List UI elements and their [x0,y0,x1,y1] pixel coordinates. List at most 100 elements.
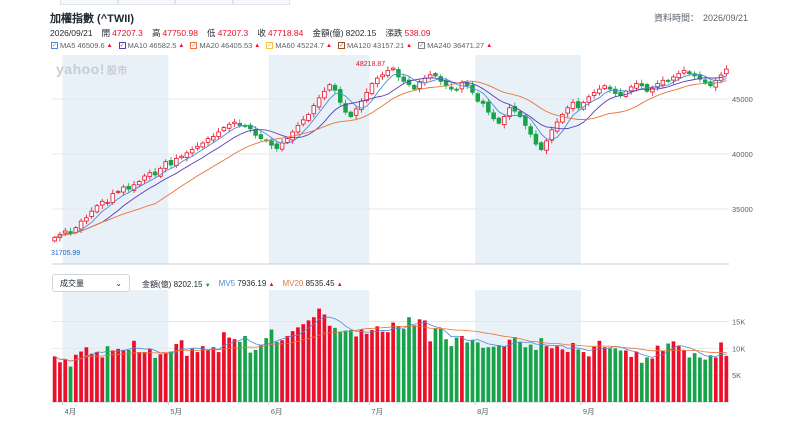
top-tabs [60,0,290,5]
ma-legend-item[interactable]: ✓ MA20 46405.53 ▲ [190,41,260,50]
volume-bar [486,347,491,402]
volume-bar [274,341,279,402]
volume-bar [597,340,602,402]
down-arrow-icon: ▼ [204,283,211,289]
volume-bar [296,327,300,402]
ma-legend-item[interactable]: ✓ MA120 43157.21 ▲ [338,41,412,50]
volume-bar [269,329,274,402]
mv5-value: 7936.19 [237,279,267,288]
candle-body [322,90,327,99]
checkbox-icon[interactable]: ✓ [51,42,58,49]
volume-bar [232,339,237,402]
volume-bar [412,325,417,402]
chevron-down-icon: ⌄ [115,278,122,288]
volume-bar [126,349,131,402]
candle-body [78,220,84,230]
ma-legend-item[interactable]: ✓ MA10 46582.5 ▲ [118,41,185,50]
ma-legend-item[interactable]: ✓ MA240 36471.27 ▲ [418,41,492,50]
logo-brand: yahoo! [56,61,105,77]
volume-legend: 金額(億) 8202.15 ▼ MV5 7936.19 ▲ MV20 8535.… [142,279,343,290]
checkbox-icon[interactable]: ✓ [418,42,426,49]
volume-bar [655,345,660,402]
candle-body [200,142,205,148]
volume-bar [306,320,311,402]
volume-bar [438,328,443,402]
candle-body [158,167,163,177]
volume-bar [433,328,438,402]
volume-bar [322,314,327,402]
volume-bar [285,335,290,402]
candle-body [570,101,576,109]
volume-bar [290,331,295,402]
candle-body [142,175,147,181]
volume-bar [470,339,475,402]
month-label: 9月 [583,407,595,416]
volume-bar [179,340,184,402]
volume-bar [343,330,348,402]
candle-body [327,84,332,91]
volume-bar [211,347,216,402]
volume-bar [571,342,575,402]
candle-body [417,81,422,89]
volume-bar [666,343,671,402]
volume-bar [216,352,221,402]
volume-bar [629,356,634,402]
volume-bar [624,350,628,402]
candle-body [491,112,496,120]
close-label: 收 [257,28,266,38]
volume-bar [163,353,168,402]
ma5-line [54,73,727,239]
candle-body [364,92,369,101]
ma-label: MA120 43157.21 [347,41,405,50]
volume-bar [497,345,501,402]
volume-bar [428,341,433,402]
volume-bar [549,348,554,402]
candle-body [480,100,486,104]
candle-body [189,149,195,154]
candle-body [211,135,216,141]
volume-indicator-select[interactable]: 成交量 ⌄ [52,274,130,292]
yahoo-logo: yahoo! 股市 [56,61,128,77]
candle-body [385,70,391,76]
checkbox-icon[interactable]: ✓ [190,42,198,49]
tab-4[interactable] [232,0,290,5]
mv5-label: MV5 [218,279,236,288]
volume-bar [555,346,559,402]
volume-tick-label: 15K [732,317,745,326]
up-arrow-icon: ▲ [254,42,261,49]
volume-bar [560,349,565,402]
ma-legend-item[interactable]: ✓ MA60 45224.7 ▲ [266,41,332,50]
candle-body [285,138,290,143]
asof-label: 資料時間： [653,13,699,23]
checkbox-icon[interactable]: ✓ [338,42,345,49]
checkbox-icon[interactable]: ✓ [118,42,126,49]
candle-body [528,126,533,135]
candle-body [713,79,719,88]
ma-legend-item[interactable]: ✓ MA5 46509.6 ▲ [51,41,113,50]
candle-body [168,159,174,166]
tab-1[interactable] [60,0,118,5]
volume-bar [195,352,200,402]
volume-bar [507,339,512,402]
volume-bar [380,331,385,402]
open-value: 47207.3 [112,28,143,38]
volume-bar [311,317,316,402]
up-arrow-icon: ▲ [178,42,185,49]
ma10-line [54,76,727,239]
close-value: 47718.84 [267,28,304,38]
candle-body [110,193,116,203]
vol-amount-value: 8202.15 [173,280,203,289]
up-arrow-icon: ▲ [268,282,275,288]
volume-bar [121,349,126,402]
low-value: 47207.3 [217,28,249,38]
tab-3[interactable] [175,0,233,5]
candle-body [597,88,602,94]
candle-body [84,217,89,222]
candle-body [131,184,137,191]
candle-body [560,114,565,123]
tab-2[interactable] [117,0,175,5]
volume-bar [592,346,596,402]
candle-body [269,140,274,146]
checkbox-icon[interactable]: ✓ [266,42,274,49]
